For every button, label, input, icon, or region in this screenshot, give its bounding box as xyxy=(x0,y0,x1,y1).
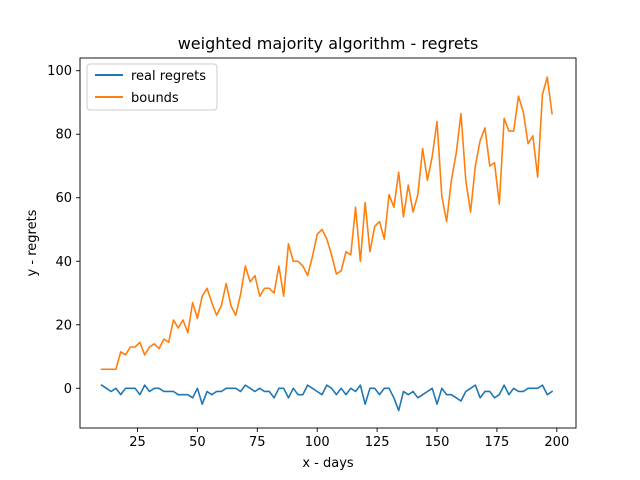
plot-frame xyxy=(79,57,577,429)
x-tick-label: 50 xyxy=(189,435,206,450)
x-tick-label: 150 xyxy=(425,435,450,450)
y-tick-label: 20 xyxy=(55,318,72,333)
legend-label-bounds: bounds xyxy=(131,91,179,106)
y-tick-label: 60 xyxy=(55,191,72,206)
series-line-bounds xyxy=(100,76,553,371)
x-tick-label: 25 xyxy=(129,435,146,450)
x-axis-ticks: 25 50 75 100 125 150 175 200 xyxy=(129,428,569,450)
x-axis-label: x - days xyxy=(302,456,354,471)
y-axis-label: y - regrets xyxy=(25,209,40,276)
y-axis-ticks: 0 20 40 60 80 100 xyxy=(47,64,80,397)
y-tick-label: 0 xyxy=(64,382,72,397)
legend-label-real-regrets: real regrets xyxy=(131,69,206,84)
x-tick-label: 75 xyxy=(249,435,266,450)
series-line-real-regrets xyxy=(100,384,554,412)
y-tick-label: 80 xyxy=(55,128,72,143)
x-tick-label: 200 xyxy=(544,435,569,450)
x-tick-label: 125 xyxy=(365,435,390,450)
y-tick-label: 40 xyxy=(55,255,72,270)
chart-title: weighted majority algorithm - regrets xyxy=(178,34,479,53)
x-tick-label: 175 xyxy=(485,435,510,450)
y-tick-label: 100 xyxy=(47,64,72,79)
x-tick-label: 100 xyxy=(305,435,330,450)
legend: real regrets bounds xyxy=(86,63,218,111)
series-layer xyxy=(100,76,554,412)
